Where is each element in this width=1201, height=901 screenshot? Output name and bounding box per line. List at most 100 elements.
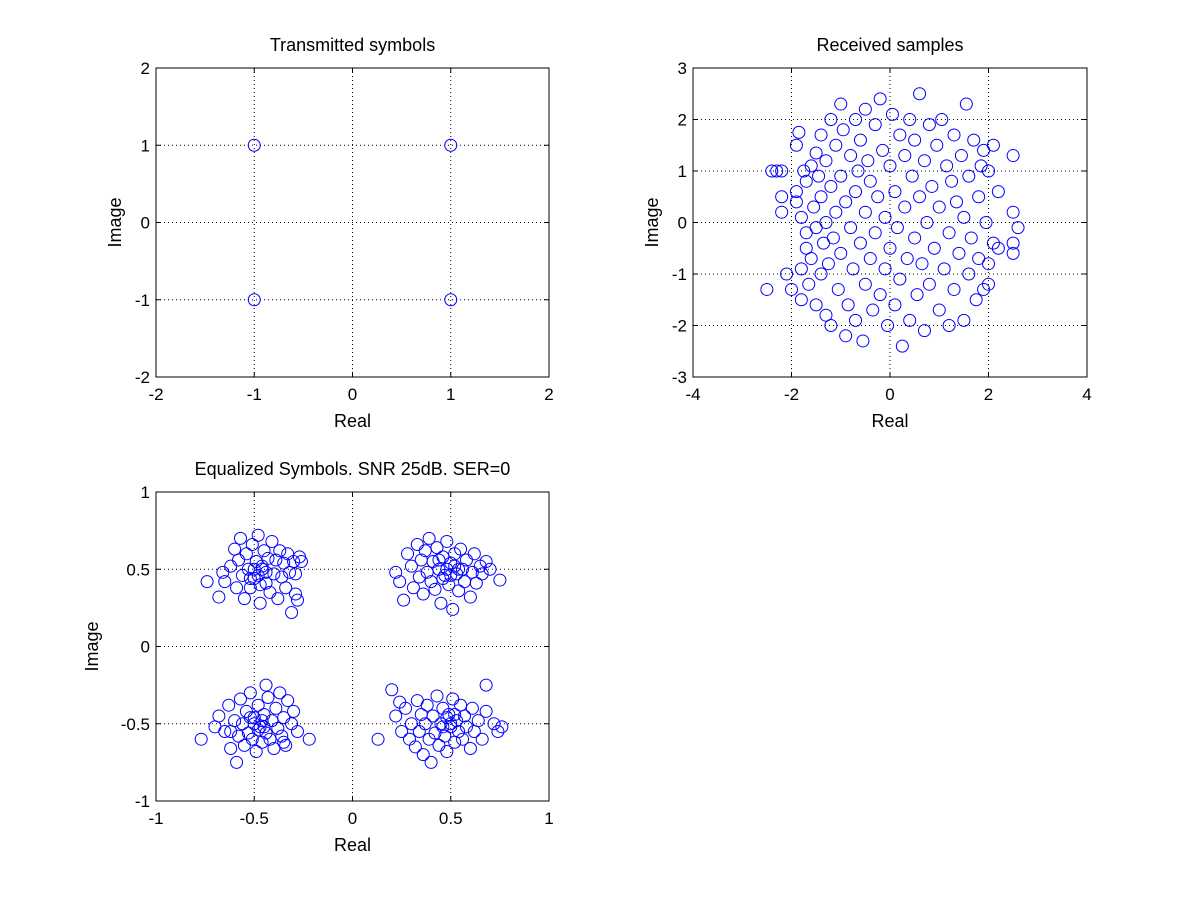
data-point: [878, 210, 892, 224]
data-point: [255, 559, 269, 573]
y-axis-label: Image: [82, 621, 102, 671]
data-point: [294, 555, 308, 569]
data-point: [218, 575, 232, 589]
data-point: [271, 721, 285, 735]
data-point: [251, 698, 265, 712]
data-point: [249, 745, 263, 759]
y-tick-label: -3: [672, 368, 687, 387]
y-tick-label: -1: [135, 792, 150, 811]
y-tick-label: 0: [141, 638, 150, 657]
data-point: [969, 293, 983, 307]
chart-title: Transmitted symbols: [270, 35, 435, 55]
data-point: [982, 164, 995, 178]
data-point: [255, 714, 269, 728]
data-point: [908, 231, 922, 245]
data-point: [908, 133, 922, 147]
data-point: [977, 282, 991, 296]
data-point: [218, 724, 232, 738]
data-point: [247, 717, 261, 731]
data-point: [289, 567, 303, 581]
data-point: [991, 241, 1005, 255]
data-point: [858, 277, 872, 291]
data-point: [775, 164, 789, 178]
data-point: [444, 717, 458, 731]
data-point: [807, 200, 821, 214]
data-point: [269, 701, 283, 715]
data-point: [873, 92, 887, 106]
data-point: [809, 298, 823, 312]
data-point: [895, 339, 909, 353]
data-point: [967, 133, 981, 147]
data-point: [269, 553, 283, 567]
data-point: [954, 149, 968, 163]
data-point: [436, 572, 450, 586]
x-tick-label: 1: [446, 385, 455, 404]
data-point: [277, 556, 291, 570]
data-point: [809, 146, 823, 160]
data-point: [255, 562, 269, 576]
data-point: [399, 701, 413, 715]
data-point: [775, 205, 789, 219]
x-axis-label: Real: [334, 835, 371, 855]
data-point: [851, 164, 865, 178]
data-point: [279, 738, 293, 752]
y-axis-label: Image: [105, 197, 125, 247]
x-tick-label: -4: [685, 385, 700, 404]
data-point: [416, 748, 430, 762]
data-point: [259, 726, 273, 740]
data-point: [792, 125, 806, 139]
data-point: [826, 231, 840, 245]
data-point: [785, 282, 798, 296]
data-point: [765, 164, 779, 178]
x-tick-label: -1: [148, 809, 163, 828]
data-point: [824, 319, 838, 332]
data-point: [389, 565, 403, 579]
data-point: [814, 267, 828, 281]
data-point: [493, 573, 507, 587]
data-point: [251, 528, 265, 542]
x-tick-label: 4: [1082, 385, 1091, 404]
data-point: [846, 262, 860, 276]
data-point: [263, 732, 277, 746]
data-point: [789, 185, 803, 199]
data-point: [426, 709, 440, 723]
data-point: [245, 732, 259, 746]
data-point: [212, 590, 226, 604]
data-point: [230, 755, 244, 769]
y-tick-label: 3: [678, 59, 687, 78]
data-point: [760, 282, 774, 296]
x-tick-label: 0: [348, 385, 357, 404]
data-point: [930, 138, 944, 152]
data-point: [982, 257, 995, 271]
data-point: [962, 169, 976, 183]
data-point: [834, 246, 848, 260]
y-tick-label: 1: [141, 483, 150, 502]
data-point: [910, 288, 924, 302]
data-point: [416, 587, 430, 601]
data-point: [222, 698, 236, 712]
data-point: [452, 584, 466, 598]
data-point: [422, 531, 436, 545]
data-point: [395, 724, 409, 738]
data-point: [289, 587, 303, 601]
data-point: [913, 190, 927, 204]
x-tick-label: 0.5: [439, 809, 463, 828]
x-tick-label: 2: [544, 385, 553, 404]
data-point: [230, 581, 244, 595]
data-point: [448, 707, 462, 721]
data-point: [947, 128, 961, 142]
data-point: [814, 128, 828, 142]
x-tick-label: 2: [984, 385, 993, 404]
data-point: [819, 154, 833, 168]
data-point: [804, 252, 818, 266]
data-point: [241, 562, 255, 576]
y-tick-label: -2: [672, 317, 687, 336]
y-tick-label: 0: [141, 214, 150, 233]
data-point: [888, 185, 902, 199]
data-point: [868, 226, 882, 240]
data-point: [883, 159, 897, 173]
data-point: [239, 547, 253, 561]
data-point: [459, 720, 473, 734]
data-point: [829, 138, 843, 152]
